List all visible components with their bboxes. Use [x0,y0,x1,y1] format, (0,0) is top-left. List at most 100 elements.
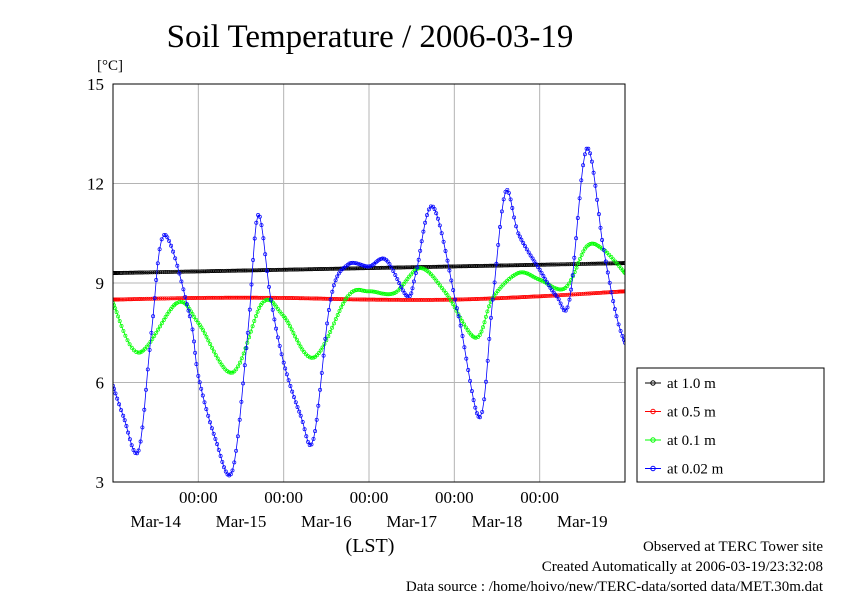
data-point [558,287,562,292]
data-point [409,291,414,296]
data-point [279,352,284,357]
data-point [310,296,315,301]
y-axis-unit: [°C] [97,58,123,74]
data-point [330,325,335,330]
data-point [311,436,316,441]
data-point [616,289,621,294]
data-point [420,266,424,271]
data-point [121,413,126,418]
data-point [214,269,219,273]
data-point [211,349,216,354]
data-point [372,266,377,270]
data-point [279,311,284,316]
data-point [524,247,529,252]
data-point [613,259,618,264]
data-point [545,262,549,267]
data-point [223,295,227,300]
data-point [168,296,173,301]
data-point [452,264,457,269]
data-point [122,418,127,423]
data-point [249,282,254,287]
data-point [335,297,339,301]
data-point [397,265,402,270]
data-point [365,289,370,294]
data-point [577,292,582,297]
data-point [288,324,292,329]
data-point [367,264,371,269]
data-point [235,434,240,439]
data-point [462,345,467,350]
data-point [194,295,199,300]
data-point [375,290,380,295]
data-point [286,378,291,383]
data-point [567,281,572,286]
data-point [209,426,214,431]
data-point [620,333,625,338]
data-point [492,280,497,285]
y-tick-label: 15 [87,75,104,94]
data-point [285,296,290,300]
data-point [207,269,211,274]
data-point [298,413,303,418]
data-point [475,297,480,301]
data-point [609,255,614,259]
data-point [450,301,455,306]
data-point [148,296,153,301]
data-point [217,359,222,364]
data-point [484,296,489,301]
data-point [156,296,161,301]
data-point [149,330,154,335]
data-point [558,262,563,267]
data-point [192,269,197,274]
data-point [358,297,363,302]
x-tick-time-label: 00:00 [350,488,389,507]
data-point [579,252,584,257]
data-point [563,308,568,313]
data-point [301,296,306,301]
data-point [275,306,280,311]
legend-entry-label: at 0.1 m [667,433,716,449]
data-point [385,292,390,297]
data-point [190,312,195,317]
data-point [458,323,463,328]
data-point [288,384,293,388]
x-axis: 00:00 00:00 00:00 00:00 00:00 Mar-14 Mar-15 Mar… [130,488,607,531]
data-point [145,367,150,372]
data-point [395,277,400,282]
data-point [126,430,131,435]
data-point [523,270,528,275]
data-point [390,291,395,296]
data-point [558,301,563,306]
data-point [612,307,617,312]
data-point [230,468,235,473]
x-tick-time-label: 00:00 [179,488,218,507]
data-point [500,296,505,300]
y-tick-label: 12 [87,175,104,194]
data-point [494,261,499,266]
data-point [525,263,530,267]
data-point [281,360,286,365]
data-point [611,299,616,304]
data-point [462,322,467,327]
data-point [156,327,161,332]
x-tick-date-label: Mar-19 [557,512,608,531]
data-point [271,267,275,272]
data-point [308,296,313,301]
data-point [275,335,280,340]
data-point [390,297,395,302]
data-point [569,292,574,297]
data-point [597,290,602,295]
data-point [622,269,625,274]
data-point [239,399,244,404]
data-point [466,368,471,372]
data-point [166,296,171,301]
data-point [382,256,387,261]
data-point [588,151,593,156]
data-point [454,306,459,311]
data-point [454,264,459,269]
data-point [190,269,195,274]
series-3 [113,146,625,478]
data-point [278,295,283,300]
data-point [250,324,255,329]
data-point [552,285,557,290]
